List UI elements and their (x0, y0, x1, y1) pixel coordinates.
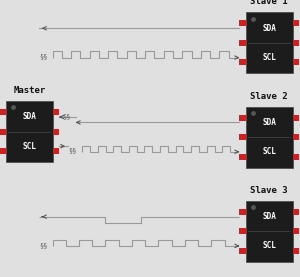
FancyBboxPatch shape (246, 201, 292, 262)
Bar (239, 248, 246, 254)
Bar (292, 20, 299, 27)
Text: §§: §§ (63, 113, 71, 119)
Text: Slave 2: Slave 2 (250, 92, 288, 101)
Bar (239, 59, 246, 65)
Text: Master: Master (13, 86, 45, 95)
FancyBboxPatch shape (6, 101, 52, 162)
Bar (0, 109, 6, 115)
Bar (292, 40, 299, 46)
Bar (292, 248, 299, 254)
Bar (292, 59, 299, 65)
Bar (52, 109, 59, 115)
Bar (239, 115, 246, 121)
Bar (292, 209, 299, 215)
Bar (239, 134, 246, 140)
Text: SCL: SCL (262, 53, 276, 62)
Bar (239, 228, 246, 234)
Bar (292, 153, 299, 160)
Text: SDA: SDA (262, 118, 276, 127)
Bar (292, 134, 299, 140)
Bar (239, 209, 246, 215)
Text: Slave 3: Slave 3 (250, 186, 288, 195)
Bar (239, 153, 246, 160)
Text: §§: §§ (39, 53, 47, 60)
Text: SCL: SCL (22, 142, 36, 151)
Bar (52, 148, 59, 154)
Bar (239, 20, 246, 27)
Text: Slave 1: Slave 1 (250, 0, 288, 6)
Text: SCL: SCL (262, 147, 276, 156)
Text: §§: §§ (69, 148, 77, 154)
Bar (292, 228, 299, 234)
FancyBboxPatch shape (246, 107, 292, 168)
Bar (239, 40, 246, 46)
Bar (52, 129, 59, 135)
Text: §§: §§ (39, 242, 47, 248)
Text: SDA: SDA (262, 212, 276, 221)
Text: SCL: SCL (262, 242, 276, 250)
Bar (0, 148, 6, 154)
Text: SDA: SDA (262, 24, 276, 33)
Bar (0, 129, 6, 135)
Text: SDA: SDA (22, 112, 36, 121)
FancyBboxPatch shape (246, 12, 292, 73)
Bar (292, 115, 299, 121)
